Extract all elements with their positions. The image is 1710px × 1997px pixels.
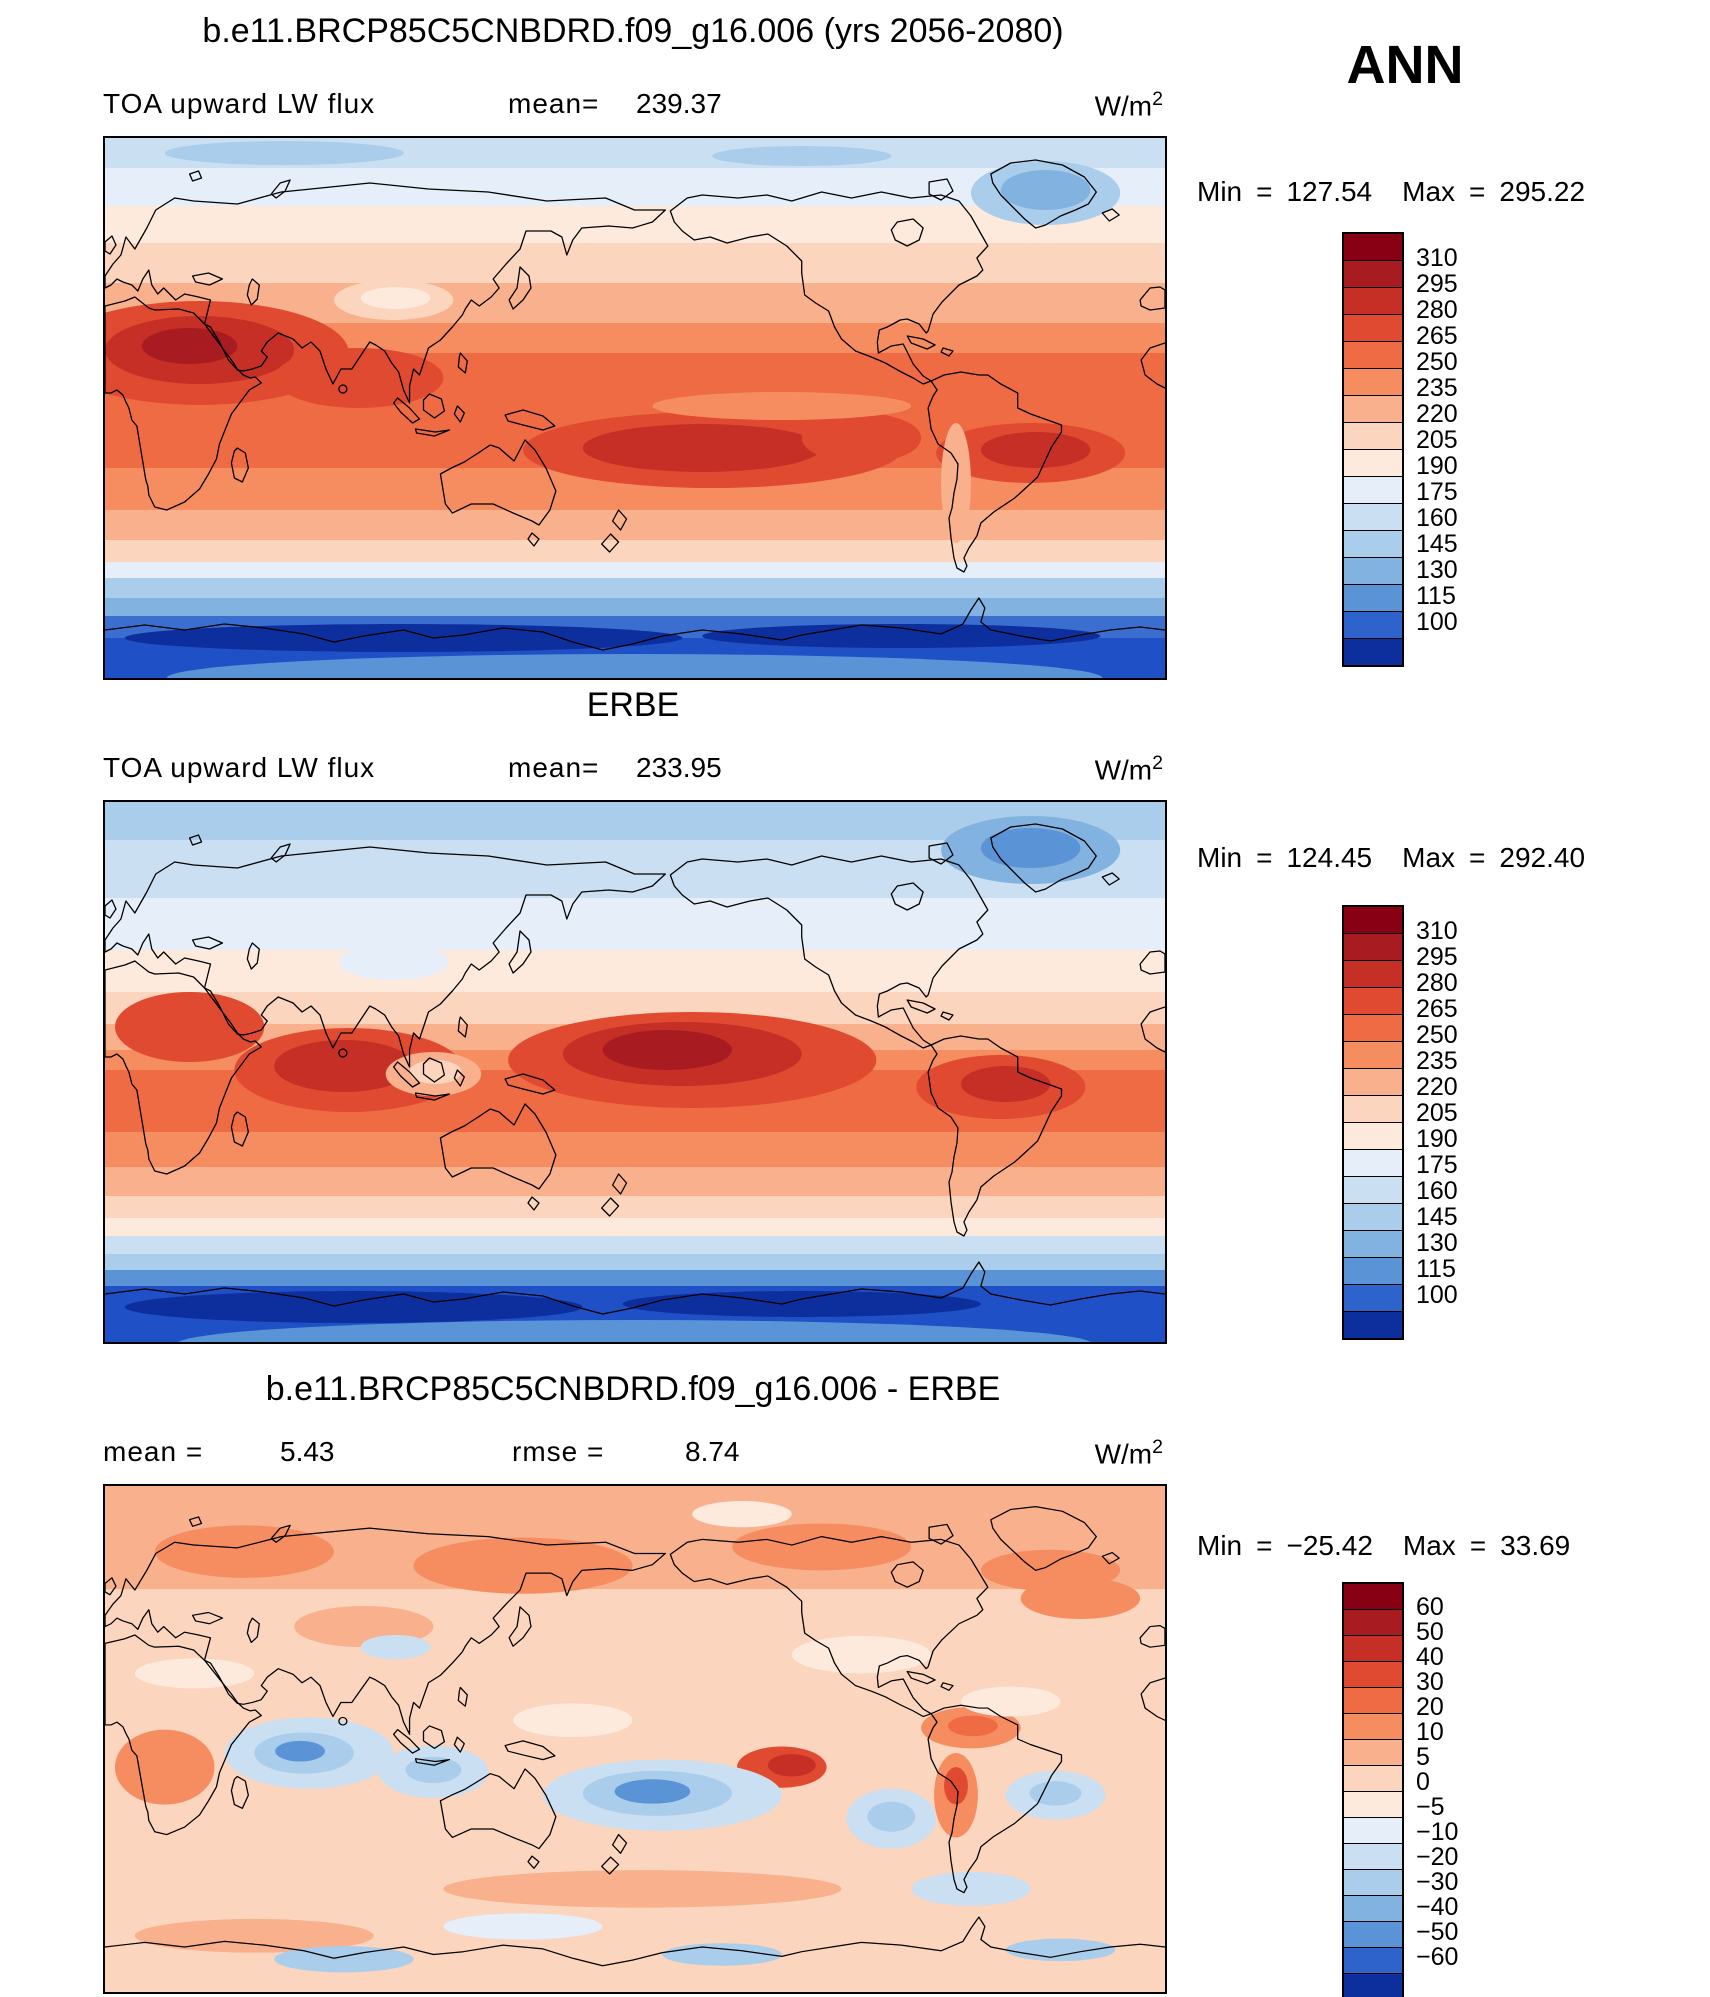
difference-meta-row: mean = 5.43 rmse = 8.74 W/m2 [103, 1436, 1163, 1470]
erbe-title: ERBE [586, 686, 680, 724]
difference-map-frame [103, 1484, 1167, 1994]
difference-mean-label: mean = [103, 1436, 204, 1467]
erbe-field-label: TOA upward LW flux [103, 752, 376, 783]
model-mean-label: mean= [508, 88, 600, 119]
model-units-label: W/m2 [1094, 88, 1163, 122]
difference-colorbar: 60 50 40 30 20 10 5 0 −5 −10 −20 −30 −40 −50 −60 [1342, 1582, 1542, 1997]
erbe-contour-fills [105, 802, 1165, 1342]
model-title: b.e11.BRCP85C5CNBDRD.f09_g16.006 (yrs 20… [202, 12, 1064, 50]
difference-map [105, 1486, 1165, 1992]
difference-rmse-value: 8.74 [685, 1436, 740, 1467]
model-minmax: Min = 127.54 Max = 295.22 [1197, 176, 1586, 207]
difference-contour-fills [105, 1486, 1165, 1992]
model-field-label: TOA upward LW flux [103, 88, 376, 119]
model-map-frame [103, 136, 1167, 680]
erbe-colorbar: 310 295 280 265 250 235 220 205 190 175 160 145 130 1… [1342, 905, 1542, 1340]
difference-minmax: Min = −25.42 Max = 33.69 [1197, 1530, 1571, 1561]
model-mean-value: 239.37 [636, 88, 722, 119]
difference-mean-value: 5.43 [280, 1436, 335, 1467]
erbe-minmax: Min = 124.45 Max = 292.40 [1197, 842, 1586, 873]
erbe-mean-label: mean= [508, 752, 600, 783]
erbe-meta-row: TOA upward LW flux mean= 233.95 W/m2 [103, 752, 1163, 786]
model-colorbar: 310 295 280 265 250 235 220 205 190 175 160 145 130 1… [1342, 232, 1542, 667]
difference-rmse-label: rmse = [512, 1436, 605, 1467]
difference-title: b.e11.BRCP85C5CNBDRD.f09_g16.006 - ERBE [265, 1370, 1001, 1408]
model-map [105, 138, 1165, 678]
model-contour-fills [105, 138, 1165, 678]
difference-units-label: W/m2 [1094, 1436, 1163, 1470]
model-meta-row: TOA upward LW flux mean= 239.37 W/m2 [103, 88, 1163, 122]
erbe-map [105, 802, 1165, 1342]
erbe-map-frame [103, 800, 1167, 1344]
season-label: ANN [1346, 35, 1464, 95]
erbe-units-label: W/m2 [1094, 752, 1163, 786]
erbe-mean-value: 233.95 [636, 752, 722, 783]
